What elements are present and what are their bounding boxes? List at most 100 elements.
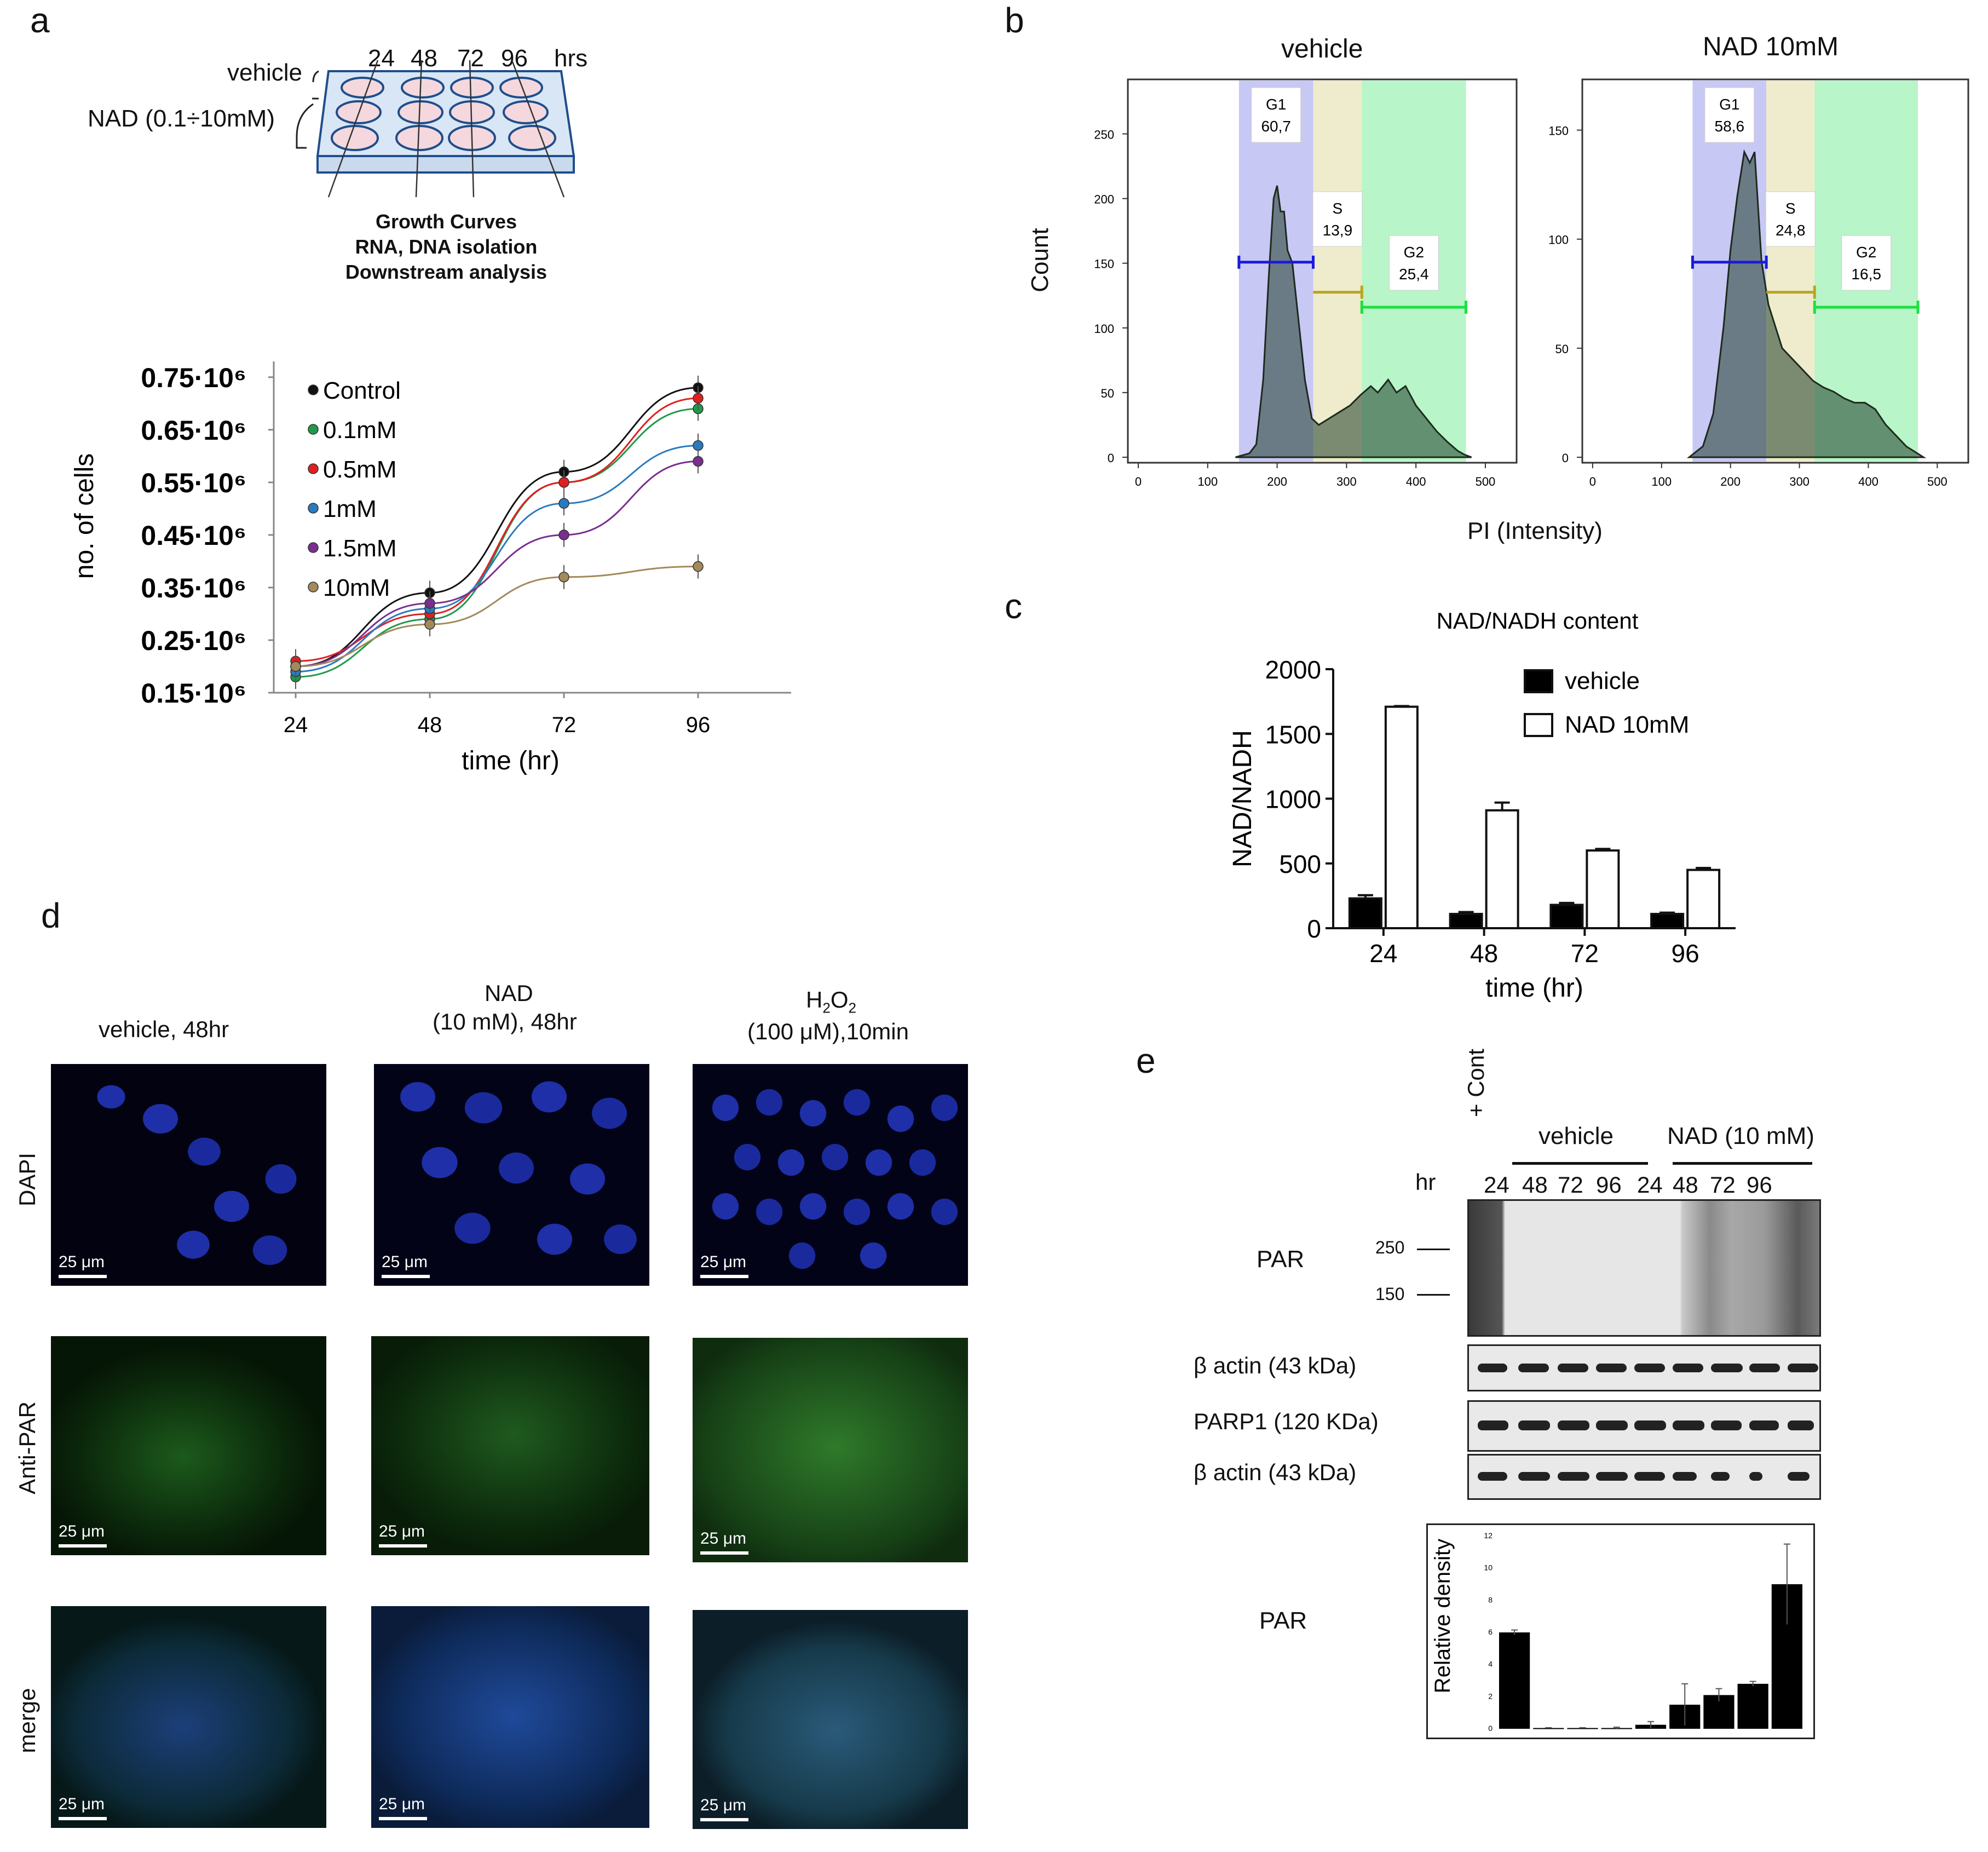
blot-marker-150: 150 <box>1375 1284 1405 1304</box>
blot-band <box>1673 1364 1703 1372</box>
flow-y-tick-label: 250 <box>1094 128 1114 141</box>
density-bar <box>1533 1728 1564 1729</box>
density-y-tick-label: 2 <box>1488 1692 1493 1700</box>
flow-x-tick-label: 200 <box>1720 475 1741 488</box>
scalebar: 25 μm <box>379 1522 427 1548</box>
legend-swatch-vehicle <box>1524 669 1553 693</box>
histogram-NAD 10mM <box>1686 149 1927 458</box>
blot-label-actin-1: β actin (43 kDa) <box>1194 1353 1357 1378</box>
flow-x-tick-label: 100 <box>1651 475 1672 488</box>
scheme-output-growth: Growth Curves <box>375 210 517 233</box>
y-tick-label: 0.55·10⁶ <box>141 468 246 498</box>
y-tick-label: 0.45·10⁶ <box>141 520 246 551</box>
bar-vehicle-72 <box>1549 904 1584 929</box>
micro-col-vehicle: vehicle, 48hr <box>99 1016 229 1042</box>
legend-marker-Control <box>308 384 319 395</box>
density-y-tick-label: 6 <box>1488 1627 1493 1636</box>
x-tick-label: 72 <box>1571 939 1599 968</box>
flow-x-tick-label: 500 <box>1927 475 1947 488</box>
flow-x-tick-label: 300 <box>1789 475 1810 488</box>
flow-x-tick-label: 0 <box>1135 475 1142 488</box>
blot-cont-label: + Cont <box>1463 1049 1489 1117</box>
legend-label-0.1mM: 0.1mM <box>323 417 396 444</box>
blot-marker-250-tick <box>1417 1249 1450 1250</box>
y-tick-label: 0.15·10⁶ <box>141 678 246 709</box>
chart-title: NAD/NADH content <box>1437 608 1639 634</box>
y-tick-label: 0.25·10⁶ <box>141 625 246 656</box>
scalebar: 25 μm <box>700 1796 748 1821</box>
legend-label-1.5mM: 1.5mM <box>323 535 396 562</box>
density-bar <box>1499 1632 1530 1729</box>
gate-value-S: 24,8 <box>1776 222 1806 239</box>
blot-vehicle-label: vehicle <box>1538 1123 1614 1149</box>
density-row-label: PAR <box>1259 1607 1307 1634</box>
panel-letter-c: c <box>1005 586 1022 626</box>
scheme-vehicle-label: vehicle <box>227 59 302 86</box>
blot-band <box>1749 1420 1779 1430</box>
x-tick-label: 24 <box>1369 939 1397 968</box>
micro-col-nad-1: NAD <box>485 980 533 1006</box>
gate-band-s <box>1313 80 1362 462</box>
blot-band <box>1518 1420 1550 1430</box>
bar-vehicle-24 <box>1348 897 1382 929</box>
blot-hr-label: hr <box>1415 1169 1436 1195</box>
legend-label-1mM: 1mM <box>323 496 377 522</box>
scheme-output-rna-dna: RNA, DNA isolation <box>355 235 538 258</box>
panel-a-growth-chart: 0.75·10⁶ 0.65·10⁶ 0.55·10⁶ 0.45·10⁶ 0.35·10⁶… <box>0 329 986 800</box>
scalebar: 25 μm <box>59 1522 107 1548</box>
blot-band <box>1711 1472 1730 1481</box>
y-tick-label: 2000 <box>1265 655 1321 684</box>
y-tick-label: 1000 <box>1265 785 1321 814</box>
flow-title-vehicle: vehicle <box>1281 34 1363 64</box>
flow-y-tick-label: 0 <box>1562 451 1569 465</box>
gate-box-G2 <box>1841 235 1892 291</box>
gate-value-G1: 60,7 <box>1261 118 1291 135</box>
flow-y-tick-label: 200 <box>1094 193 1114 206</box>
blot-band <box>1634 1364 1665 1372</box>
legend-swatch-NAD 10mM <box>1524 713 1553 737</box>
blot-band <box>1673 1472 1697 1481</box>
micro-merge-h2o2: 25 μm <box>693 1610 968 1829</box>
blot-band <box>1558 1364 1588 1372</box>
blot-band <box>1558 1420 1589 1430</box>
x-tick-label: 96 <box>686 713 711 737</box>
legend-label-Control: Control <box>323 377 401 404</box>
panel-b-flow: vehicle NAD 10mM Count PI (Intensity) G1… <box>1013 0 1988 580</box>
data-point <box>693 440 704 451</box>
blot-band <box>1711 1420 1742 1430</box>
gate-name-S: S <box>1333 200 1343 217</box>
blot-nad-label: NAD (10 mM) <box>1667 1123 1814 1149</box>
blot-parp1 <box>1467 1400 1821 1452</box>
scheme-nad-label: NAD (0.1÷10mM) <box>88 105 275 132</box>
bar-NAD 10mM-72 <box>1586 849 1620 929</box>
y-axis-label: no. of cells <box>70 453 99 579</box>
lane-label: 24 <box>1637 1172 1663 1198</box>
data-point <box>693 393 704 404</box>
data-point <box>558 498 569 509</box>
micro-antipar-h2o2: 25 μm <box>693 1338 968 1562</box>
scheme-time-48: 48 <box>411 45 437 72</box>
panel-letter-a: a <box>30 1 50 40</box>
y-tick-label: 1500 <box>1265 720 1321 749</box>
data-point <box>290 661 301 672</box>
gate-box-G2 <box>1388 235 1439 291</box>
gate-value-G1: 58,6 <box>1715 118 1745 135</box>
scalebar: 25 μm <box>382 1253 430 1278</box>
series-line-1mM <box>295 445 699 673</box>
x-tick-label: 96 <box>1672 939 1699 968</box>
legend-label-0.5mM: 0.5mM <box>323 456 396 483</box>
gate-name-G2: G2 <box>1856 244 1876 261</box>
blot-label-parp1: PARP1 (120 KDa) <box>1194 1408 1379 1434</box>
blot-band <box>1788 1472 1810 1481</box>
scheme-outputs: Growth Curves RNA, DNA isolation Downstr… <box>0 209 892 285</box>
growth-chart-svg: 0.75·10⁶ 0.65·10⁶ 0.55·10⁶ 0.45·10⁶ 0.35·10⁶… <box>70 361 791 775</box>
micro-antipar-vehicle: 25 μm <box>51 1336 326 1555</box>
flow-x-tick-label: 400 <box>1858 475 1878 488</box>
blot-vehicle-line <box>1512 1162 1648 1165</box>
micro-col-nad-2: (10 mM), 48hr <box>433 1009 577 1034</box>
density-y-tick-label: 4 <box>1488 1660 1493 1669</box>
blot-label-actin-2: β actin (43 kDa) <box>1194 1459 1357 1485</box>
bar-NAD 10mM-96 <box>1686 869 1721 930</box>
blot-actin-1 <box>1467 1344 1821 1391</box>
panel-letter-b: b <box>1005 1 1024 40</box>
